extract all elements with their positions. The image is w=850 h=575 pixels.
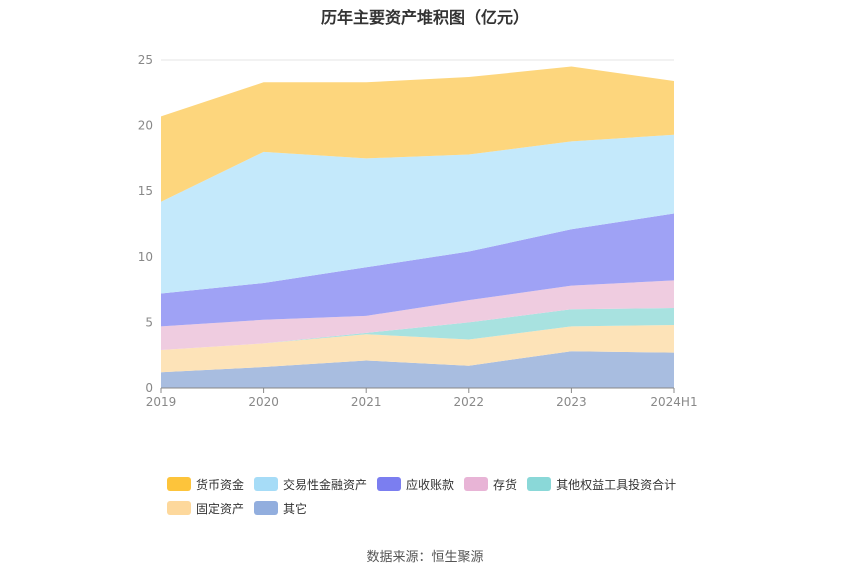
area-series-3 [161,280,674,350]
legend-row: 固定资产 其它 [167,496,727,520]
legend-label: 其他权益工具投资合计 [556,477,677,492]
legend-label: 存货 [493,477,518,492]
chart-title: 历年主要资产堆积图（亿元） [320,8,529,27]
source-note: 数据来源：恒生聚源 [366,550,484,565]
legend-label: 固定资产 [196,501,245,516]
legend-swatch [377,477,402,491]
x-tick-label: 2023 [556,395,587,409]
x-tick-label: 2019 [146,395,177,409]
axes: 0 5 10 15 20 25 2019 2020 2021 2022 2023 2024H1 [138,53,698,409]
legend-label: 其它 [283,501,308,516]
legend-swatch [464,477,489,491]
legend-swatch [254,477,279,491]
legend-label: 应收账款 [406,477,455,492]
y-tick-label: 5 [145,315,153,329]
legend-row: 货币资金 交易性金融资产 应收账款 存货 其他权益工具投资合计 [167,472,727,496]
area-series-1 [161,325,674,373]
legend: 货币资金 交易性金融资产 应收账款 存货 其他权益工具投资合计 固定资产 其它 [167,472,727,520]
y-tick-label: 15 [138,184,153,198]
legend-item[interactable]: 存货 [464,476,517,493]
legend-swatch [167,477,191,491]
legend-swatch [527,477,552,491]
legend-item[interactable]: 交易性金融资产 [254,476,367,493]
y-tick-label: 25 [138,53,153,67]
legend-swatch [254,501,279,515]
legend-item[interactable]: 应收账款 [377,476,454,493]
area-series-2 [161,307,674,350]
area-series [161,66,674,388]
area-series-4 [161,213,674,327]
legend-item[interactable]: 固定资产 [167,500,244,517]
area-series-6 [161,66,674,202]
legend-item[interactable]: 货币资金 [167,476,244,493]
y-tick-label: 10 [138,250,153,264]
x-tick-label: 2021 [351,395,382,409]
x-tick-label: 2020 [248,395,279,409]
legend-item[interactable]: 其他权益工具投资合计 [527,476,676,493]
legend-label: 交易性金融资产 [283,477,368,492]
legend-swatch [167,501,191,515]
legend-label: 货币资金 [196,477,245,492]
area-series-5 [161,134,674,294]
x-tick-label: 2024H1 [650,395,697,409]
y-tick-label: 20 [138,119,153,133]
y-tick-label: 0 [145,381,153,395]
x-tick-label: 2022 [454,395,485,409]
area-series-0 [161,351,674,388]
legend-item[interactable]: 其它 [254,500,307,517]
